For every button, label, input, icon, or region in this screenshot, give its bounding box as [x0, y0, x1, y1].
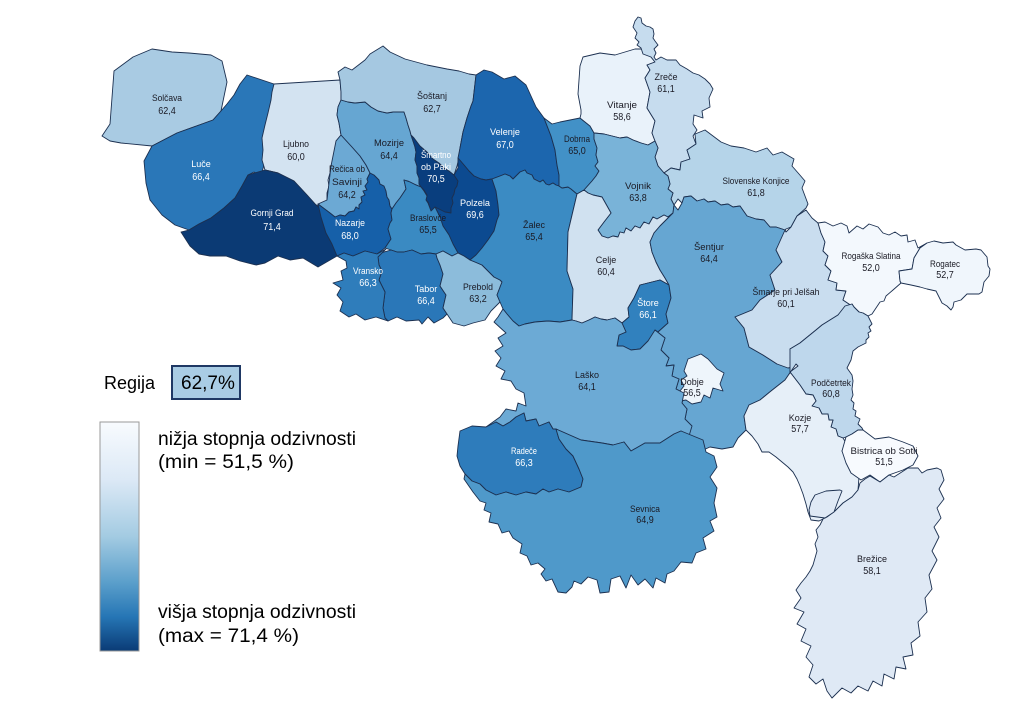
svg-text:Sevnica: Sevnica	[630, 504, 660, 514]
svg-text:Celje: Celje	[596, 255, 617, 265]
svg-text:60,0: 60,0	[287, 152, 305, 163]
svg-text:61,1: 61,1	[657, 84, 675, 95]
svg-text:57,7: 57,7	[791, 424, 809, 435]
svg-text:Zreče: Zreče	[654, 72, 677, 82]
svg-text:64,9: 64,9	[636, 515, 654, 526]
svg-text:68,0: 68,0	[341, 231, 359, 242]
svg-text:ob Paki: ob Paki	[421, 162, 451, 172]
svg-text:Prebold: Prebold	[463, 282, 493, 292]
svg-text:52,7: 52,7	[936, 270, 954, 281]
svg-text:Šoštanj: Šoštanj	[417, 91, 447, 101]
svg-text:Rogatec: Rogatec	[930, 259, 960, 269]
svg-text:(max = 71,4 %): (max = 71,4 %)	[158, 626, 299, 647]
svg-text:Vitanje: Vitanje	[607, 100, 637, 110]
svg-text:Šmartno: Šmartno	[421, 150, 451, 160]
svg-text:Luče: Luče	[191, 159, 211, 169]
svg-text:69,6: 69,6	[466, 210, 484, 221]
svg-text:60,1: 60,1	[777, 299, 795, 310]
svg-text:66,3: 66,3	[515, 458, 533, 469]
svg-text:Vransko: Vransko	[353, 266, 383, 276]
svg-text:Polzela: Polzela	[460, 198, 490, 208]
svg-text:Regija: Regija	[104, 373, 156, 393]
svg-text:Žalec: Žalec	[523, 220, 546, 230]
svg-text:65,5: 65,5	[419, 225, 437, 236]
svg-text:Tabor: Tabor	[415, 284, 438, 294]
svg-text:64,4: 64,4	[700, 254, 718, 265]
svg-text:Laško: Laško	[575, 370, 599, 380]
svg-text:Rečica ob: Rečica ob	[329, 164, 365, 174]
svg-text:62,7: 62,7	[423, 104, 441, 115]
svg-text:60,8: 60,8	[822, 389, 840, 400]
svg-text:Velenje: Velenje	[490, 127, 520, 137]
svg-text:Ljubno: Ljubno	[283, 139, 309, 149]
svg-text:Solčava: Solčava	[152, 93, 182, 103]
svg-text:66,1: 66,1	[639, 310, 657, 321]
svg-text:60,4: 60,4	[597, 267, 615, 278]
svg-text:Savinji: Savinji	[332, 177, 362, 187]
svg-text:66,4: 66,4	[192, 172, 210, 183]
svg-text:(min = 51,5 %): (min = 51,5 %)	[158, 452, 294, 473]
svg-text:61,8: 61,8	[747, 188, 765, 199]
svg-text:Radeče: Radeče	[511, 446, 537, 456]
svg-text:nižja stopnja odzivnosti: nižja stopnja odzivnosti	[158, 429, 356, 450]
svg-text:63,2: 63,2	[469, 294, 487, 305]
svg-text:Štore: Štore	[637, 298, 659, 308]
svg-text:62,4: 62,4	[158, 106, 176, 117]
svg-text:67,0: 67,0	[496, 140, 514, 151]
svg-text:65,4: 65,4	[525, 232, 543, 243]
svg-text:Šentjur: Šentjur	[694, 242, 724, 252]
svg-text:66,3: 66,3	[359, 278, 377, 289]
svg-text:Dobrna: Dobrna	[564, 134, 590, 144]
svg-text:63,8: 63,8	[629, 193, 647, 204]
svg-text:Šmarje pri Jelšah: Šmarje pri Jelšah	[753, 287, 820, 297]
svg-text:64,1: 64,1	[578, 382, 596, 393]
svg-text:64,2: 64,2	[338, 190, 356, 201]
svg-text:Braslovče: Braslovče	[410, 213, 446, 223]
svg-text:51,5: 51,5	[875, 457, 893, 468]
svg-text:Gornji Grad: Gornji Grad	[251, 208, 294, 218]
svg-text:58,1: 58,1	[863, 566, 881, 577]
svg-text:Rogaška Slatina: Rogaška Slatina	[842, 251, 901, 261]
svg-text:Vojnik: Vojnik	[625, 181, 652, 191]
svg-text:Kozje: Kozje	[789, 413, 812, 423]
svg-text:Brežice: Brežice	[857, 554, 887, 564]
svg-text:Mozirje: Mozirje	[374, 138, 404, 148]
svg-text:Podčetrtek: Podčetrtek	[811, 378, 851, 388]
svg-text:64,4: 64,4	[380, 151, 398, 162]
svg-text:Nazarje: Nazarje	[335, 218, 365, 228]
svg-text:58,6: 58,6	[613, 112, 631, 123]
svg-text:62,7%: 62,7%	[181, 373, 235, 394]
svg-text:Slovenske Konjice: Slovenske Konjice	[723, 176, 790, 186]
svg-text:Dobje: Dobje	[680, 377, 704, 387]
svg-text:66,4: 66,4	[417, 296, 435, 307]
svg-text:56,5: 56,5	[683, 388, 701, 399]
svg-text:70,5: 70,5	[427, 174, 445, 185]
svg-text:71,4: 71,4	[263, 222, 281, 233]
svg-text:Bistrica ob Sotli: Bistrica ob Sotli	[851, 446, 918, 456]
svg-text:višja stopnja odzivnosti: višja stopnja odzivnosti	[158, 602, 356, 623]
svg-text:52,0: 52,0	[862, 263, 880, 274]
svg-text:65,0: 65,0	[568, 146, 586, 157]
